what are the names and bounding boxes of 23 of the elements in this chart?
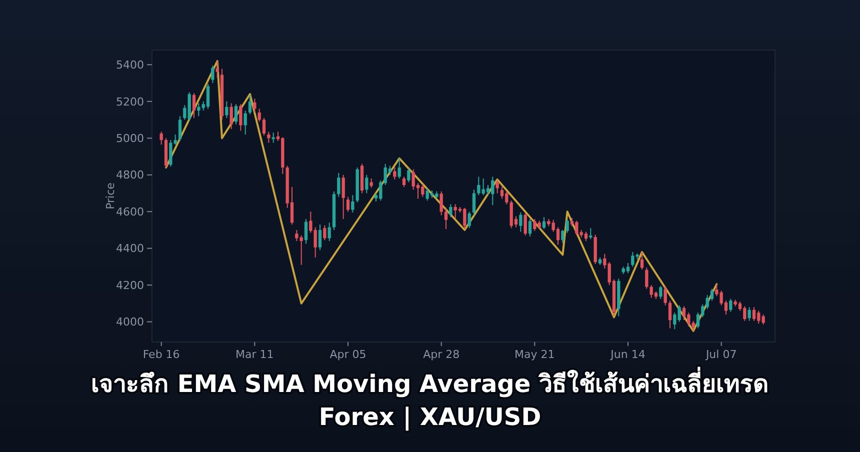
x-tick-label: Apr 28: [423, 348, 460, 361]
x-tick-label: Feb 16: [142, 348, 180, 361]
y-tick-label: 4800: [116, 168, 144, 182]
y-tick-label: 4000: [116, 316, 144, 329]
y-tick-label: 4600: [116, 205, 144, 218]
x-tick-label: May 21: [514, 348, 555, 361]
line-series: [165, 60, 718, 332]
x-tick-label: Jun 14: [610, 348, 646, 361]
candlestick: [370, 178, 373, 188]
y-tick-label: 5400: [116, 58, 144, 72]
x-tick-label: Mar 11: [236, 348, 274, 361]
y-tick-label: 5200: [116, 95, 144, 108]
candlestick: [496, 179, 499, 194]
candlestick: [272, 132, 275, 143]
y-tick-label: 4400: [116, 242, 144, 256]
y-tick-label: 5000: [116, 132, 144, 145]
y-tick-label: 4200: [116, 278, 144, 292]
text: Forex | XAU/USD: [318, 403, 542, 431]
x-tick-label: Apr 05: [330, 348, 366, 361]
text: เจาะลึก EMA SMA Moving Average วิธีใช้เส้นค่าเฉลี่ยเทรด: [90, 366, 770, 398]
y-axis-title: Price: [104, 182, 117, 210]
candlestick: [589, 228, 592, 240]
x-tick-label: Jul 07: [704, 348, 737, 361]
